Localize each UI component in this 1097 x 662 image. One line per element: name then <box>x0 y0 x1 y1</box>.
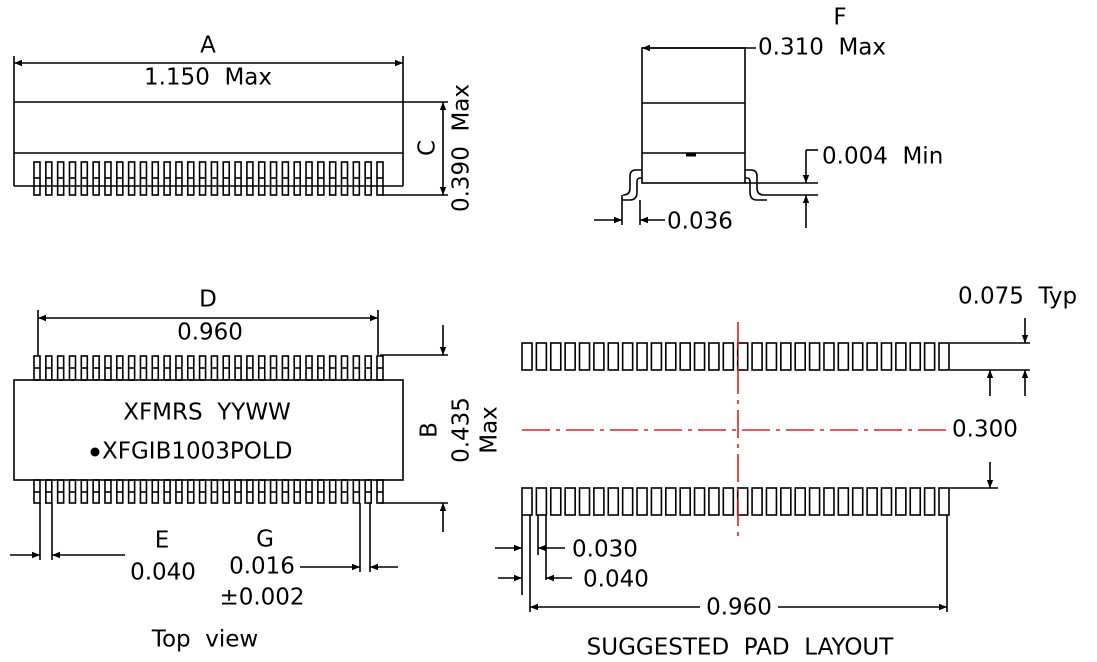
dimension: 0.390 Max <box>449 84 475 212</box>
pad <box>851 342 864 371</box>
pad <box>664 487 677 516</box>
caption: Top view <box>151 627 258 653</box>
pad <box>693 342 706 371</box>
marking: XFGIB1003POLD <box>102 439 292 465</box>
pad <box>823 342 835 371</box>
pad <box>923 342 936 371</box>
dimension: 0.435 <box>449 397 475 463</box>
pad <box>765 342 778 371</box>
pad <box>808 342 821 371</box>
pad <box>693 487 706 516</box>
pad <box>549 342 562 371</box>
pad <box>909 342 922 371</box>
label: F <box>833 5 846 31</box>
dimension: 0.310 Max <box>758 35 886 61</box>
pad <box>578 487 591 516</box>
pad <box>722 342 735 371</box>
pad <box>607 342 620 371</box>
dimension: 0.036 <box>667 209 733 235</box>
pad <box>679 342 691 371</box>
dimension: 0.016 <box>229 554 295 580</box>
dimension: 1.150 Max <box>144 65 272 91</box>
dimension: 0.040 <box>130 560 196 586</box>
pad <box>823 487 835 516</box>
pad <box>708 342 720 371</box>
dimension: 0.960 <box>177 320 243 346</box>
tolerance: ±0.002 <box>219 585 304 611</box>
pad <box>736 487 749 516</box>
pad <box>895 342 907 371</box>
label: D <box>199 287 217 313</box>
label: G <box>256 527 274 553</box>
pad <box>650 487 663 516</box>
pad <box>535 487 548 516</box>
pad <box>650 342 663 371</box>
pad <box>636 342 648 371</box>
pad <box>909 487 922 516</box>
pad <box>564 487 576 516</box>
pad <box>837 487 850 516</box>
label: B <box>417 422 443 438</box>
pad <box>751 487 763 516</box>
pad <box>808 487 821 516</box>
label: C <box>415 140 441 156</box>
dimension: 0.300 <box>952 417 1018 443</box>
pad <box>923 487 936 516</box>
pin-1-dot <box>90 447 100 457</box>
pad <box>938 342 950 371</box>
pad <box>866 487 878 516</box>
pad-layout <box>495 318 1030 612</box>
pad <box>593 342 605 371</box>
dimension: 0.004 Min <box>822 144 943 170</box>
pad <box>636 487 648 516</box>
pad <box>708 487 720 516</box>
top-view <box>10 310 448 572</box>
pad <box>765 487 778 516</box>
pad <box>780 342 792 371</box>
pad <box>780 487 792 516</box>
pad <box>895 487 907 516</box>
label: A <box>200 33 216 59</box>
dimension: 0.040 <box>583 567 649 593</box>
pad <box>866 342 878 371</box>
pad <box>549 487 562 516</box>
pad <box>851 487 864 516</box>
dimension-unit: Max <box>477 406 503 454</box>
end-view <box>594 44 818 228</box>
pad <box>751 342 763 371</box>
pad <box>880 342 893 371</box>
pad <box>880 487 893 516</box>
pad <box>593 487 605 516</box>
marking: XFMRS YYWW <box>123 400 291 426</box>
pad <box>521 342 533 371</box>
pad <box>938 487 950 516</box>
caption: SUGGESTED PAD LAYOUT <box>587 635 895 661</box>
pad <box>578 342 591 371</box>
label: E <box>155 528 170 554</box>
dimension: 0.075 Typ <box>958 284 1077 310</box>
pad <box>736 342 749 371</box>
pad <box>794 487 807 516</box>
pad <box>564 342 576 371</box>
pad <box>837 342 850 371</box>
pad <box>679 487 691 516</box>
side-view <box>13 56 448 196</box>
dimension: 0.030 <box>572 537 638 563</box>
pad <box>607 487 620 516</box>
pad <box>664 342 677 371</box>
pad <box>621 487 634 516</box>
pad <box>621 342 634 371</box>
pad <box>535 342 548 371</box>
pad <box>794 342 807 371</box>
dimension: 0.960 <box>706 595 772 621</box>
pad <box>521 487 533 516</box>
pad <box>722 487 735 516</box>
